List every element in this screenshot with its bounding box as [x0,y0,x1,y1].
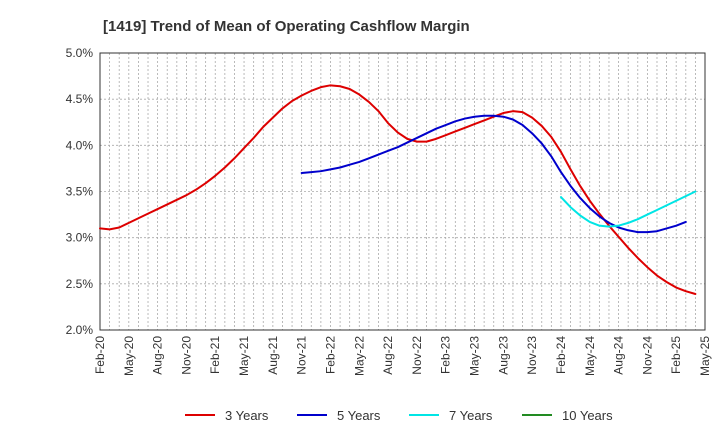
x-tick-label: May-20 [122,336,136,376]
x-tick-label: May-25 [698,336,712,376]
x-tick-label: Nov-24 [640,336,654,375]
x-tick-label: Nov-20 [179,336,193,375]
legend-label-10-years: 10 Years [562,408,613,423]
y-tick-label: 3.5% [66,185,94,199]
grid [100,52,705,331]
series-line-3-years [99,84,697,295]
x-tick-label: Nov-23 [525,336,539,375]
legend: 3 Years 5 Years 7 Years 10 Years [185,408,613,423]
y-tick-label: 5.0% [66,46,94,60]
y-tick-label: 2.5% [66,277,94,291]
x-tick-label: Feb-22 [323,336,337,374]
x-tick-label: Feb-21 [208,336,222,374]
y-tick-label: 4.0% [66,138,94,152]
legend-label-3-years: 3 Years [225,408,269,423]
x-tick-label: May-22 [352,336,366,376]
y-tick-label: 4.5% [66,92,94,106]
series-line-7-years [559,190,697,228]
x-tick-label: Aug-22 [381,336,395,375]
x-tick-label: Aug-24 [612,336,626,375]
axes: 2.0% 2.5% 3.0% 3.5% 4.0% 4.5% 5.0% Feb-20 May-20… [66,46,712,376]
x-tick-label: Aug-20 [151,336,165,375]
chart-title: [1419] Trend of Mean of Operating Cashfl… [103,18,470,35]
x-tick-label: Feb-24 [554,336,568,374]
plot-frame [99,52,706,331]
x-tick-label: Feb-23 [439,336,453,374]
series-line-5-years [300,114,687,234]
legend-label-5-years: 5 Years [337,408,381,423]
x-tick-label: May-23 [468,336,482,376]
x-tick-label: Nov-21 [295,336,309,375]
x-tick-label: Feb-25 [669,336,683,374]
y-tick-label: 3.0% [66,231,94,245]
x-tick-label: Aug-23 [496,336,510,375]
x-tick-label: Feb-20 [93,336,107,374]
series-lines [99,84,697,295]
x-tick-label: May-24 [583,336,597,376]
x-tick-label: Nov-22 [410,336,424,375]
y-tick-label: 2.0% [66,323,94,337]
legend-label-7-years: 7 Years [449,408,493,423]
x-tick-label: May-21 [237,336,251,376]
x-tick-label: Aug-21 [266,336,280,375]
